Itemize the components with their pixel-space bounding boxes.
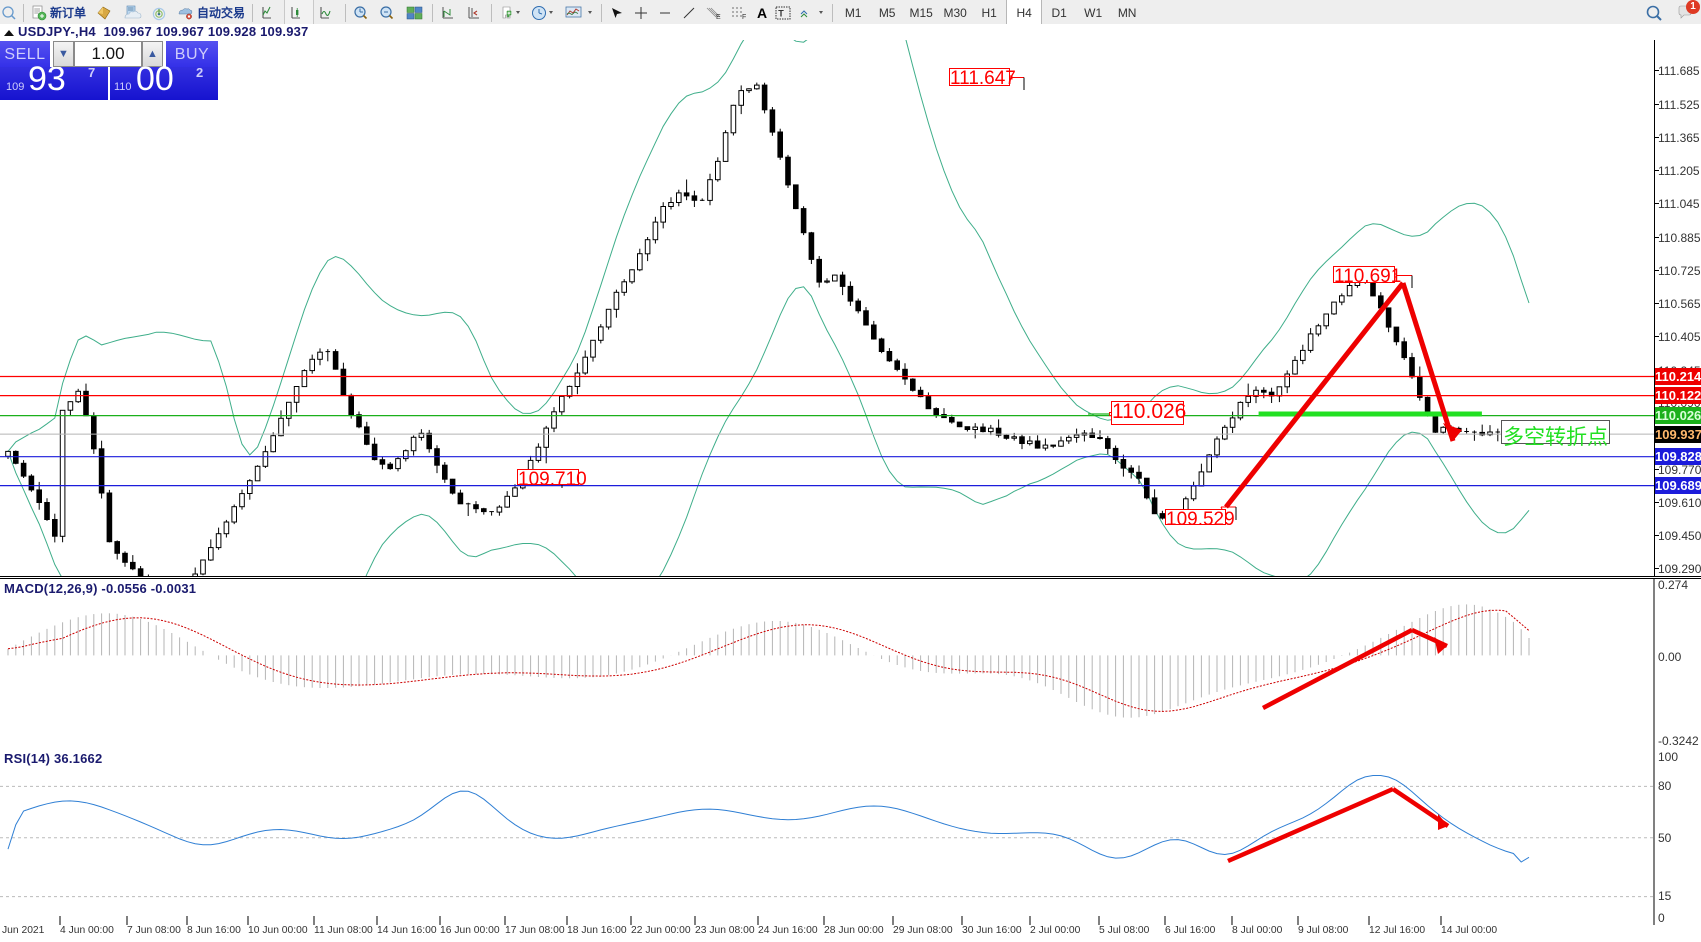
svg-text:F: F [742, 14, 746, 20]
svg-text:E: E [716, 14, 721, 20]
svg-text:T: T [778, 8, 784, 18]
